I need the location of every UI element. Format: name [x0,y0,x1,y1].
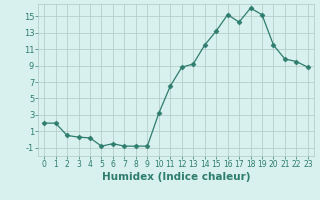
X-axis label: Humidex (Indice chaleur): Humidex (Indice chaleur) [102,172,250,182]
